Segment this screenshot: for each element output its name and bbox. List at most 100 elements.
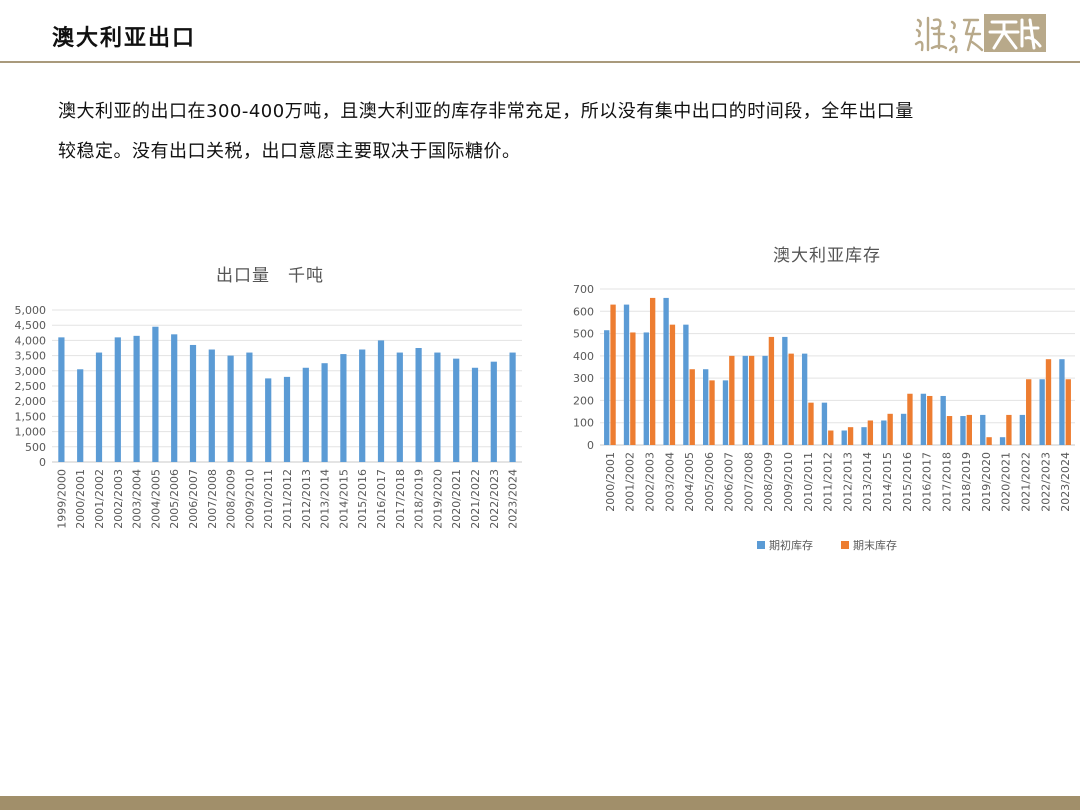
- export-volume-chart: 出口量 千吨 0 500 1,000 1,500 2,000 2,500 3,000 3,500…: [15, 266, 522, 529]
- bar: [742, 355, 748, 445]
- y-tick-label: 500: [573, 328, 594, 341]
- y-tick-label: 1,500: [15, 410, 47, 423]
- y-tick-label: 5,000: [15, 304, 47, 317]
- y-tick-label: 2,500: [15, 380, 47, 393]
- x-tick-label: 2015/2016: [901, 452, 914, 512]
- bar: [966, 414, 972, 445]
- y-tick-label: 4,500: [15, 319, 47, 332]
- bar: [900, 413, 907, 445]
- bar: [709, 380, 715, 445]
- bar: [940, 395, 946, 445]
- y-tick-label: 0: [39, 456, 46, 469]
- x-tick-label: 2022/2023: [1039, 452, 1052, 512]
- x-tick-label: 2021/2022: [1020, 452, 1033, 512]
- bar: [801, 353, 808, 445]
- bar: [683, 324, 689, 445]
- x-tick-label: 2006/2007: [187, 469, 200, 529]
- x-tick-label: 2013/2014: [319, 469, 332, 529]
- bar: [359, 349, 366, 462]
- bar: [722, 380, 729, 445]
- legend-swatch: [757, 541, 765, 549]
- bar: [189, 344, 197, 462]
- bar: [1045, 359, 1052, 445]
- x-tick-label: 2009/2010: [782, 452, 795, 512]
- bar: [1006, 414, 1012, 445]
- bar: [986, 437, 992, 445]
- bar: [321, 363, 328, 462]
- x-tick-label: 2011/2012: [281, 469, 294, 529]
- y-tick-label: 200: [573, 394, 594, 407]
- bar: [748, 355, 755, 445]
- bar: [768, 336, 775, 445]
- footer-bar: [0, 796, 1080, 810]
- bar: [1019, 414, 1026, 445]
- bar: [95, 352, 103, 462]
- y-tick-label: 500: [25, 441, 46, 454]
- x-tick-label: 2010/2011: [802, 452, 815, 512]
- bar: [782, 336, 788, 445]
- x-tick-label: 2016/2017: [921, 452, 934, 512]
- bar: [152, 326, 159, 462]
- x-tick-label: 2014/2015: [881, 452, 894, 512]
- x-tick-label: 2013/2014: [861, 452, 874, 512]
- x-tick-label: 2004/2005: [149, 469, 162, 529]
- inventory-chart: 澳大利亚库存 0 100 200 300 400 500 600 700 2000/2001 200…: [573, 246, 1075, 552]
- x-tick-label: 2002/2003: [112, 469, 125, 529]
- x-tick-label: 2016/2017: [375, 469, 388, 529]
- legend-swatch: [841, 541, 849, 549]
- y-tick-label: 3,500: [15, 350, 47, 363]
- bar: [604, 330, 610, 445]
- x-tick-label: 2021/2022: [469, 469, 482, 529]
- x-tick-label: 1999/2000: [55, 469, 68, 529]
- y-tick-label: 100: [573, 417, 594, 430]
- x-tick-label: 2004/2005: [683, 452, 696, 512]
- x-tick-label: 2017/2018: [940, 452, 953, 512]
- bar: [703, 369, 709, 445]
- bar: [960, 416, 966, 445]
- bar: [396, 352, 403, 462]
- bar: [246, 352, 253, 462]
- y-tick-label: 300: [573, 372, 594, 385]
- bar: [630, 332, 636, 445]
- bar: [114, 337, 121, 462]
- x-tick-label: 2001/2002: [624, 452, 637, 512]
- x-tick-label: 2017/2018: [394, 469, 407, 529]
- x-tick-label: 2003/2004: [663, 452, 676, 512]
- x-tick-label: 2007/2008: [206, 469, 219, 529]
- bar: [861, 427, 867, 445]
- x-tick-label: 2019/2020: [980, 452, 993, 512]
- y-tick-label: 400: [573, 350, 594, 363]
- x-tick-label: 2001/2002: [93, 469, 106, 529]
- x-tick-label: 2022/2023: [488, 469, 501, 529]
- x-tick-label: 2012/2013: [841, 452, 854, 512]
- x-tick-label: 2018/2019: [413, 469, 426, 529]
- x-tick-label: 2018/2019: [960, 452, 973, 512]
- bar: [509, 352, 516, 462]
- bar: [729, 355, 735, 445]
- header-divider: [0, 61, 1080, 63]
- bar: [663, 297, 669, 445]
- bar: [208, 349, 215, 462]
- bar: [887, 413, 893, 445]
- x-tick-label: 2023/2024: [507, 469, 520, 529]
- bar: [377, 340, 385, 462]
- x-tick-label: 2019/2020: [431, 469, 444, 529]
- y-tick-label: 0: [587, 439, 594, 452]
- x-tick-label: 2005/2006: [168, 469, 181, 529]
- chart-title: 澳大利亚库存: [773, 246, 881, 266]
- bar: [762, 355, 768, 445]
- x-tick-label: 2002/2003: [643, 452, 656, 512]
- logo: [914, 14, 1046, 54]
- bar: [471, 367, 479, 462]
- bar: [808, 402, 814, 445]
- page-title: 澳大利亚出口: [52, 26, 197, 51]
- y-tick-label: 4,000: [15, 334, 47, 347]
- bar: [623, 304, 630, 445]
- x-tick-label: 2014/2015: [337, 469, 350, 529]
- logo-box-glyph: [988, 18, 1042, 50]
- bar: [907, 393, 913, 445]
- legend-label: 期末库存: [853, 538, 897, 552]
- bar: [610, 304, 616, 445]
- x-tick-label: 2020/2021: [1000, 452, 1013, 512]
- bar: [434, 352, 441, 462]
